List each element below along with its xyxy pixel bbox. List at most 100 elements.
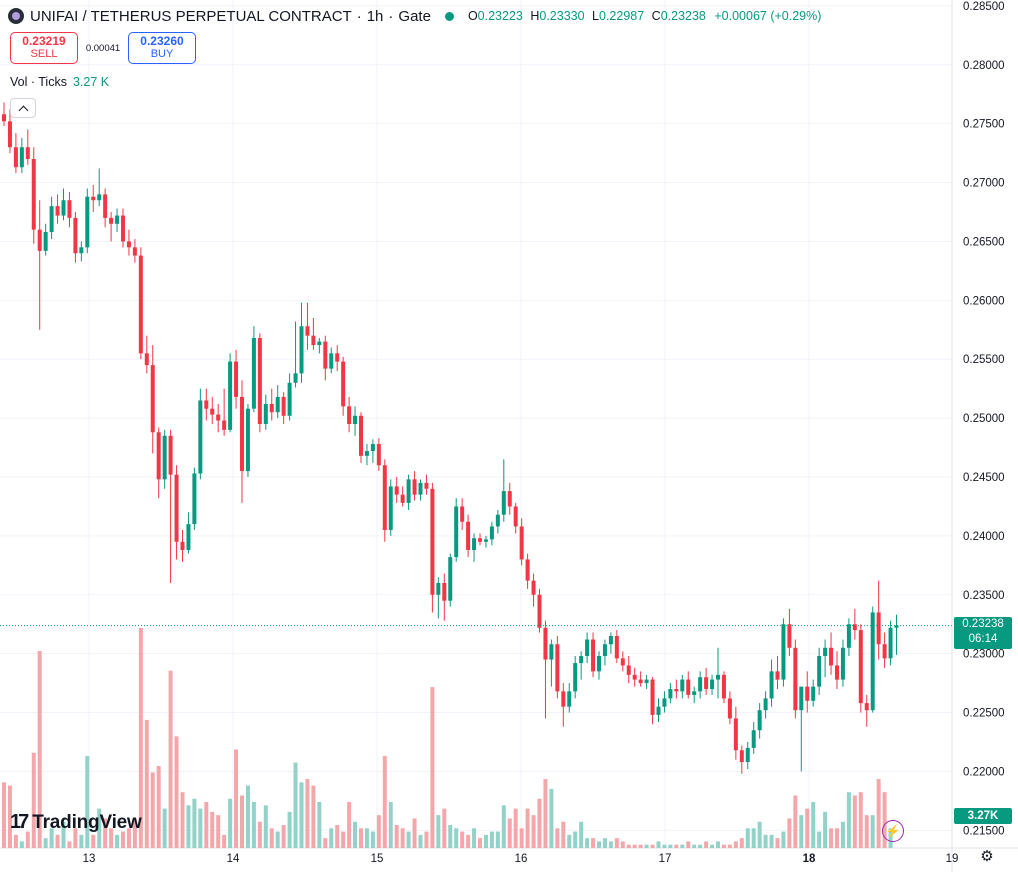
candle-body — [733, 718, 738, 751]
candle — [668, 683, 673, 704]
candle-body — [222, 420, 227, 430]
buy-label: BUY — [150, 48, 174, 60]
volume-bar — [448, 825, 453, 848]
candle-body — [132, 247, 137, 256]
candle-body — [329, 353, 334, 369]
candle-body — [198, 400, 203, 474]
volume-bar — [186, 805, 191, 848]
volume-bar — [573, 831, 578, 848]
candle-body — [269, 403, 274, 413]
candle — [442, 573, 447, 621]
buy-button[interactable]: 0.23260 BUY — [128, 32, 196, 64]
candle-body — [156, 432, 161, 480]
volume-legend[interactable]: Vol · Ticks 3.27 K — [10, 75, 109, 89]
volume-bar — [692, 844, 697, 848]
candle-body — [710, 679, 715, 689]
volume-bar — [781, 831, 786, 848]
volume-bar — [495, 831, 500, 848]
bar-countdown: 06:14 — [968, 632, 998, 645]
y-tick-label: 0.27000 — [963, 178, 1005, 190]
sell-button[interactable]: 0.23219 SELL — [10, 32, 78, 64]
low-label: L — [592, 9, 599, 23]
candle — [537, 588, 542, 633]
candle — [543, 620, 548, 719]
candle-body — [263, 403, 268, 424]
candle — [799, 686, 804, 772]
candle — [394, 477, 399, 503]
candle — [650, 677, 655, 725]
y-tick-label: 0.24000 — [963, 531, 1005, 543]
symbol-name[interactable]: UNIFAI / TETHERUS PERPETUAL CONTRACT — [30, 7, 352, 25]
candle-body — [650, 679, 655, 715]
volume-bar — [478, 838, 482, 848]
candle — [835, 651, 839, 689]
volume-bar — [585, 838, 590, 848]
candle-body — [698, 677, 703, 692]
candle-body — [543, 627, 548, 660]
candle-body — [894, 625, 899, 628]
change-value: +0.00067 (+0.29%) — [714, 9, 822, 23]
volume-bar — [329, 828, 334, 848]
candle-body — [448, 557, 453, 601]
volume-bar — [775, 838, 780, 848]
lightning-icon[interactable]: ⚡ — [882, 820, 904, 842]
candle — [2, 102, 6, 127]
volume-bar — [876, 779, 881, 848]
candle — [228, 353, 233, 433]
volume-bar — [412, 818, 417, 848]
candle — [73, 212, 78, 263]
candle — [359, 412, 363, 463]
candle — [216, 403, 221, 433]
exchange[interactable]: Gate — [398, 7, 431, 25]
volume-bar — [727, 844, 732, 848]
candle — [55, 194, 60, 224]
volume-bar — [846, 792, 851, 848]
volume-bar — [882, 792, 887, 848]
x-tick-label: 19 — [946, 853, 959, 865]
y-tick-label: 0.26500 — [963, 236, 1005, 248]
candle — [109, 212, 114, 242]
collapse-legend-button[interactable] — [10, 98, 36, 118]
interval[interactable]: 1h — [366, 7, 384, 25]
candle-body — [347, 406, 352, 424]
volume-bar — [299, 782, 304, 848]
candle — [745, 742, 750, 770]
volume-bar — [745, 828, 750, 848]
candle-body — [513, 506, 518, 527]
candle-body — [126, 241, 131, 248]
candle — [763, 691, 768, 719]
candle — [335, 345, 340, 371]
tradingview-logo: 17 TradingView — [10, 811, 142, 834]
volume-bar — [835, 828, 839, 848]
volume-bar — [192, 798, 197, 848]
candle-body — [591, 639, 596, 672]
candle — [811, 679, 816, 707]
sell-label: SELL — [30, 48, 58, 60]
y-tick-label: 0.25500 — [963, 354, 1005, 366]
candle-body — [466, 521, 471, 551]
candle — [430, 482, 435, 613]
volume-bar — [394, 825, 399, 848]
candle-body — [745, 747, 750, 763]
candle-body — [323, 341, 328, 369]
candle — [91, 184, 96, 212]
candle-body — [7, 121, 12, 148]
volume-bar — [710, 844, 715, 848]
volume-bar — [347, 802, 352, 848]
candle — [132, 239, 137, 263]
price-axis[interactable]: 0.28500 0.28000 0.27500 0.27000 0.26500 0.260… — [963, 1, 1005, 837]
candle-body — [180, 541, 185, 551]
candle-body — [55, 206, 60, 216]
tradingview-wordmark: TradingView — [32, 811, 142, 833]
time-axis[interactable]: 13 14 15 16 17 18 19 — [83, 853, 959, 865]
volume-bar — [180, 792, 185, 848]
candle — [376, 438, 381, 472]
candle — [852, 608, 857, 640]
y-tick-label: 0.28000 — [963, 60, 1005, 72]
candle-body — [561, 691, 566, 707]
settings-gear-icon[interactable]: ⚙ — [980, 848, 994, 865]
candle-body — [739, 750, 744, 763]
candle — [519, 518, 524, 566]
candle — [61, 188, 66, 221]
